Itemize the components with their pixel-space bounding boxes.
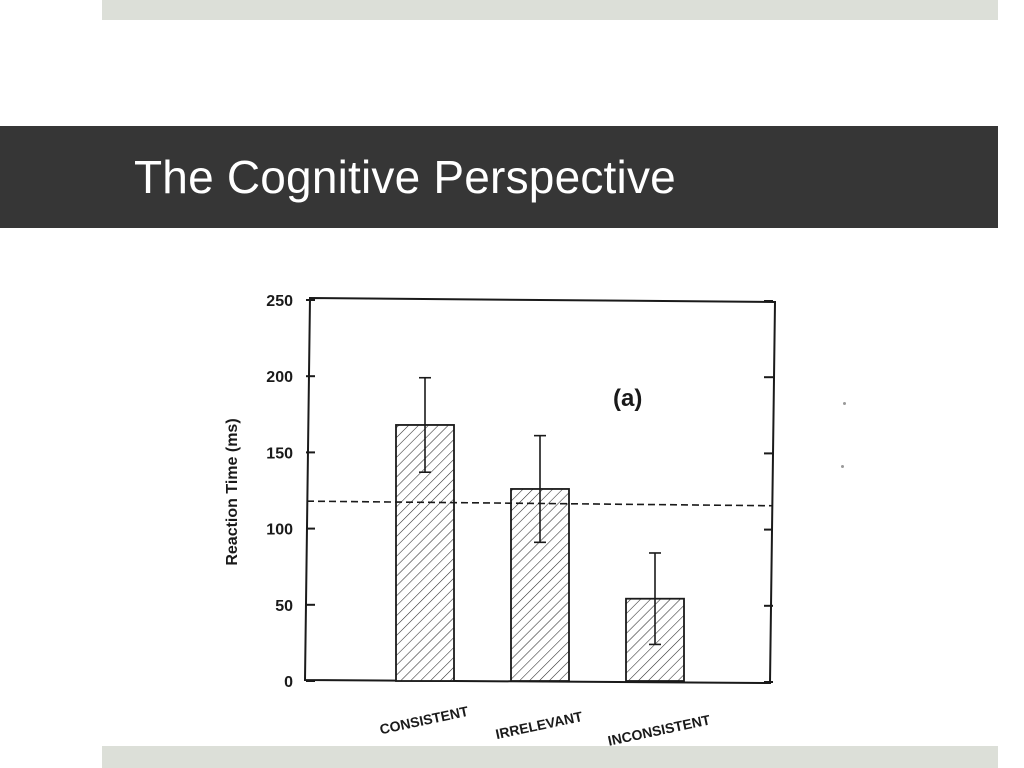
scan-speck	[843, 402, 846, 405]
y-axis-label: Reaction Time (ms)	[224, 418, 241, 565]
category-label: INCONSISTENT	[606, 711, 712, 748]
slide-title: The Cognitive Perspective	[134, 151, 676, 203]
bottom-accent-bar	[102, 746, 998, 768]
top-accent-bar	[102, 0, 998, 20]
category-label: IRRELEVANT	[494, 708, 584, 742]
bar-chart: 0 50 100 150 200 250 Reaction Time (ms) CONSIST…	[215, 282, 815, 752]
y-tick-label: 250	[266, 293, 293, 310]
bar-consistent	[395, 424, 455, 682]
chart-svg: 0 50 100 150 200 250 Reaction Time (ms) CONSIST…	[224, 293, 777, 749]
y-tick-label: 200	[266, 369, 293, 386]
y-tick-label: 50	[275, 598, 293, 615]
axes	[303, 296, 777, 685]
error-bars	[419, 376, 661, 646]
y-tick-label: 100	[266, 522, 293, 539]
y-tick-label: 0	[284, 674, 293, 691]
category-label: CONSISTENT	[378, 703, 470, 738]
y-tick-label: 150	[266, 445, 293, 462]
panel-label: (a)	[613, 385, 642, 412]
title-band	[0, 126, 998, 228]
scan-speck	[841, 465, 844, 468]
